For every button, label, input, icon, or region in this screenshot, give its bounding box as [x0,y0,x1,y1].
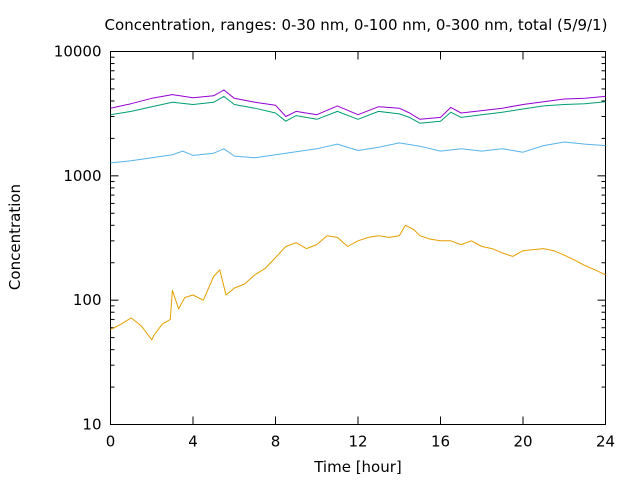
axis-ticks: 0 4 8 12 16 20 24 10 100 1000 10000 [54,43,615,451]
x-tick-label: 24 [596,433,615,451]
series-line-4 [110,89,606,120]
series-line-2 [110,141,606,164]
x-tick-label: 16 [431,433,450,451]
y-tick-label: 10000 [54,43,102,61]
series-line-3 [110,95,606,124]
series-layer [110,89,606,341]
chart-title: Concentration, ranges: 0-30 nm, 0-100 nm… [105,16,608,34]
x-axis-title: Time [hour] [313,458,402,476]
series-line-1 [110,224,606,341]
x-tick-label: 0 [106,433,116,451]
y-axis-title: Concentration [6,184,24,290]
x-tick-label: 4 [188,433,198,451]
y-tick-label: 1000 [63,167,101,185]
x-tick-label: 20 [513,433,532,451]
y-tick-label: 100 [73,291,102,309]
y-tick-label: 10 [82,416,101,434]
x-tick-label: 8 [271,433,281,451]
x-tick-label: 12 [348,433,367,451]
